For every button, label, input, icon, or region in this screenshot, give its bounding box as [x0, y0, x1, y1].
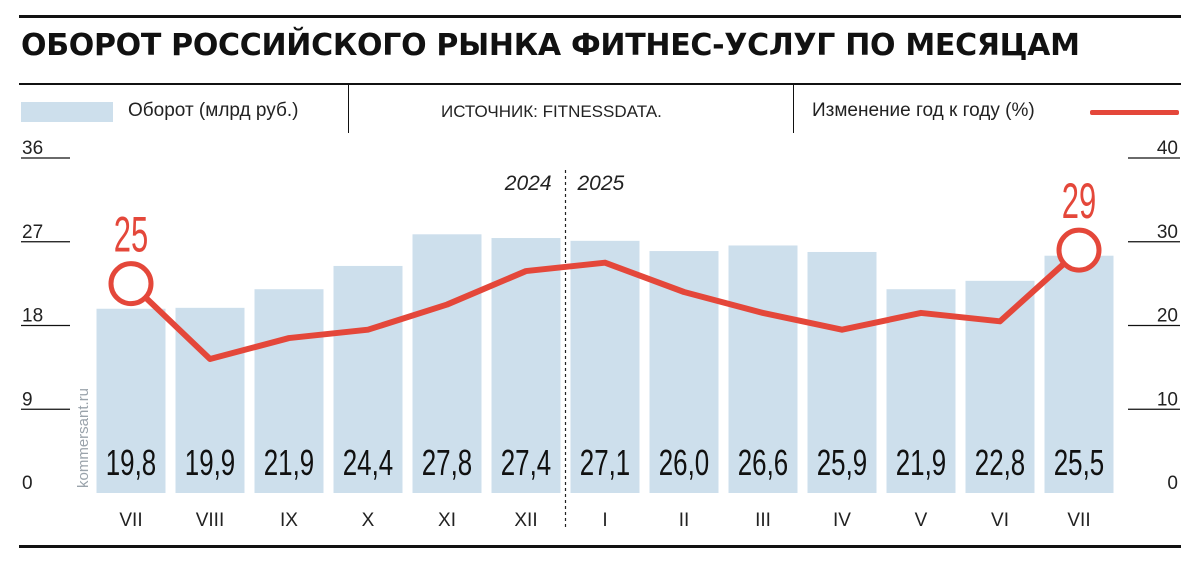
- legend-line-label: Изменение год к году (%): [812, 100, 1035, 121]
- bar-value-label: 26,6: [738, 443, 788, 483]
- x-category-label: VIII: [196, 510, 225, 531]
- bar: [96, 308, 166, 493]
- bar: [570, 240, 640, 493]
- y-left-tick-label: 36: [22, 138, 43, 159]
- x-category-label: V: [915, 510, 928, 531]
- bar-value-label: 27,8: [422, 443, 472, 483]
- legend-separator-left: [348, 85, 349, 133]
- chart-title: ОБОРОТ РОССИЙСКОГО РЫНКА ФИТНЕС-УСЛУГ ПО…: [21, 28, 1080, 63]
- legend-bars-label: Оборот (млрд руб.): [128, 100, 299, 121]
- legend-bar-swatch: [21, 102, 113, 122]
- watermark-text: kommersant.ru: [75, 388, 92, 488]
- top-rule: [19, 15, 1181, 18]
- y-right-tick-label: 20: [1157, 306, 1178, 327]
- x-category-label: IX: [280, 510, 298, 531]
- highlight-point-label: 25: [114, 206, 148, 262]
- bar: [1044, 255, 1114, 493]
- x-category-label: XI: [438, 510, 456, 531]
- x-category-label: VII: [1067, 510, 1090, 531]
- y-right-tick-label: 10: [1157, 389, 1178, 410]
- bar-value-label: 21,9: [264, 443, 314, 483]
- bar: [412, 234, 482, 494]
- x-category-label: I: [602, 510, 607, 531]
- legend-source: ИСТОЧНИК: FITNESSDATA.: [441, 102, 662, 121]
- y-right-tick-label: 0: [1167, 473, 1178, 494]
- highlight-point-label: 29: [1062, 172, 1096, 228]
- y-left-tick-label: 9: [22, 389, 33, 410]
- y-right-tick-label: 40: [1157, 138, 1178, 159]
- bar: [807, 251, 877, 493]
- bar-value-label: 27,1: [580, 443, 630, 483]
- x-category-label: IV: [833, 510, 851, 531]
- bar-value-label: 27,4: [501, 443, 551, 483]
- legend-separator-right: [793, 85, 794, 133]
- bar: [333, 265, 403, 493]
- bar-value-label: 19,9: [185, 443, 235, 483]
- x-category-label: X: [362, 510, 375, 531]
- y-left-tick-label: 18: [22, 306, 43, 327]
- bar-value-label: 22,8: [975, 443, 1025, 483]
- bar: [728, 245, 798, 493]
- bar: [886, 289, 956, 493]
- bar-value-label: 25,9: [817, 443, 867, 483]
- bottom-rule: [19, 545, 1181, 548]
- legend-line-swatch: [1090, 110, 1179, 115]
- y-left-tick-label: 0: [22, 473, 33, 494]
- highlight-point-marker: [108, 261, 154, 307]
- y-left-tick-label: 27: [22, 222, 43, 243]
- x-category-label: XII: [514, 510, 537, 531]
- year-label-2024: 2024: [504, 172, 552, 195]
- bar-value-label: 26,0: [659, 443, 709, 483]
- x-category-label: VII: [119, 510, 142, 531]
- x-category-label: III: [755, 510, 771, 531]
- x-category-label: VI: [991, 510, 1009, 531]
- highlight-point-marker: [1056, 227, 1102, 273]
- bar-value-label: 21,9: [896, 443, 946, 483]
- bar: [254, 289, 324, 493]
- year-label-2025: 2025: [577, 172, 625, 195]
- yoy-change-line: [128, 247, 1082, 362]
- x-category-label: II: [679, 510, 690, 531]
- bar-value-label: 19,8: [106, 443, 156, 483]
- bar-value-label: 24,4: [343, 443, 393, 483]
- bar-value-label: 25,5: [1054, 443, 1104, 483]
- title-rule: [19, 83, 1181, 85]
- y-right-tick-label: 30: [1157, 222, 1178, 243]
